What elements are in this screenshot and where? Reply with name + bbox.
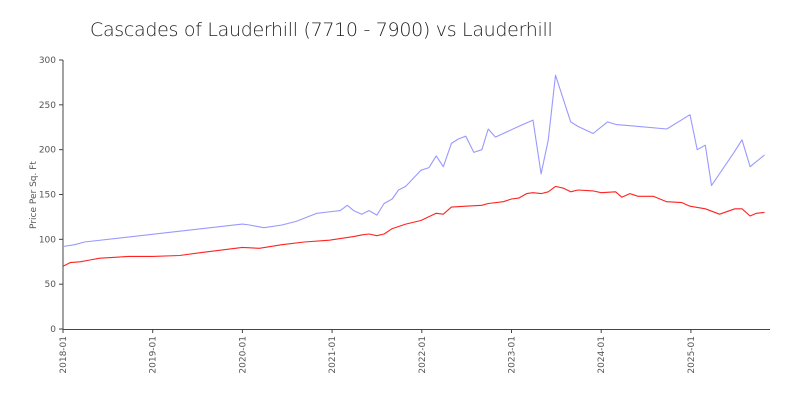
y-tick-label: 200 bbox=[39, 146, 56, 156]
axes bbox=[62, 60, 770, 330]
y-tick-label: 250 bbox=[39, 101, 56, 111]
y-tick-label: 300 bbox=[39, 56, 56, 66]
x-tick-label: 2024-01 bbox=[597, 336, 607, 374]
x-tick-label: 2023-01 bbox=[508, 336, 518, 374]
series-line-0 bbox=[62, 74, 765, 248]
y-tick-label: 150 bbox=[39, 191, 56, 201]
x-ticks: 2018-01 2019-01 2020-01 2021-01 2022-01 2023-… bbox=[59, 329, 697, 374]
y-ticks: 0 50 100 150 200 250 300 bbox=[39, 56, 63, 335]
series-line-1 bbox=[62, 185, 765, 267]
series-lines bbox=[62, 74, 765, 267]
x-tick-label: 2020-01 bbox=[238, 336, 248, 374]
y-tick-label: 0 bbox=[50, 325, 56, 335]
y-tick-label: 100 bbox=[39, 235, 56, 245]
x-tick-label: 2019-01 bbox=[149, 336, 159, 374]
x-tick-label: 2021-01 bbox=[328, 336, 338, 374]
x-tick-label: 2018-01 bbox=[59, 336, 69, 374]
y-axis-label: Price Per Sq. Ft bbox=[29, 161, 39, 229]
x-tick-label: 2025-01 bbox=[687, 336, 697, 374]
x-tick-label: 2022-01 bbox=[418, 336, 428, 374]
chart-title: Cascades of Lauderhill (7710 - 7900) vs … bbox=[90, 19, 553, 41]
y-tick-label: 50 bbox=[45, 280, 57, 290]
